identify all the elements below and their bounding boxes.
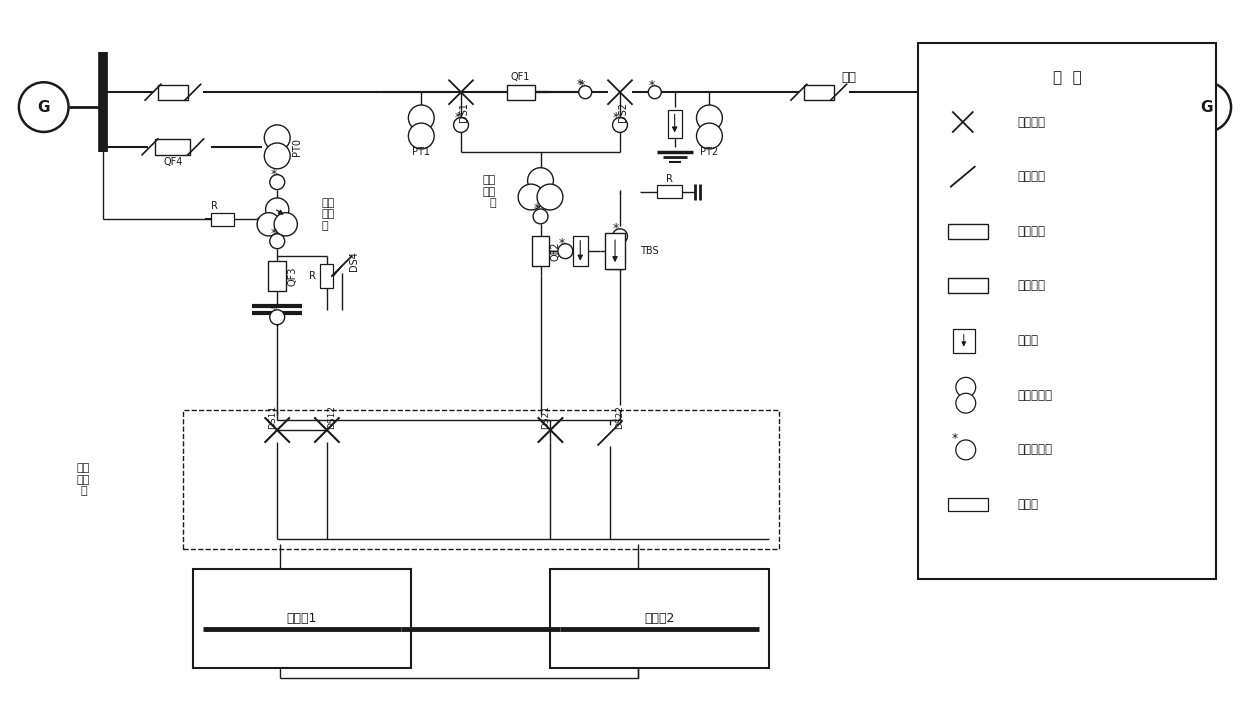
- Text: 刀闸合位: 刀闸合位: [1018, 115, 1045, 129]
- Text: PT1: PT1: [412, 146, 430, 157]
- Text: DS4: DS4: [348, 251, 358, 271]
- Bar: [605, 233, 625, 269]
- Bar: [667, 110, 682, 138]
- Text: R: R: [211, 201, 217, 211]
- Bar: [268, 261, 286, 291]
- Text: 图  例: 图 例: [1053, 70, 1081, 85]
- Text: 避雷器: 避雷器: [1018, 334, 1038, 347]
- Text: *: *: [558, 237, 564, 250]
- Circle shape: [956, 440, 976, 460]
- Circle shape: [270, 310, 285, 325]
- Text: 电阻器: 电阻器: [1018, 498, 1038, 511]
- Circle shape: [454, 117, 469, 132]
- Circle shape: [518, 184, 544, 210]
- Circle shape: [270, 175, 285, 190]
- Text: 刀闸
连接
区: 刀闸 连接 区: [77, 463, 91, 496]
- Circle shape: [956, 378, 976, 397]
- Text: DS21: DS21: [541, 405, 551, 429]
- Circle shape: [264, 143, 290, 169]
- Circle shape: [19, 82, 68, 132]
- Circle shape: [537, 184, 563, 210]
- Bar: [947, 224, 987, 239]
- Text: QF1: QF1: [511, 73, 531, 82]
- Circle shape: [697, 123, 723, 149]
- Text: *: *: [533, 203, 539, 215]
- Circle shape: [579, 86, 591, 99]
- Bar: [532, 236, 549, 266]
- Bar: [551, 569, 769, 668]
- Text: DS11: DS11: [268, 405, 277, 429]
- Text: 并联
变压
器: 并联 变压 器: [322, 198, 335, 231]
- Text: QF4: QF4: [164, 156, 182, 167]
- Circle shape: [649, 86, 661, 99]
- Text: *: *: [952, 432, 959, 446]
- Bar: [155, 139, 190, 155]
- Circle shape: [274, 213, 298, 236]
- Text: R: R: [666, 173, 673, 183]
- Text: 线路: 线路: [841, 71, 856, 84]
- Bar: [804, 85, 833, 100]
- Circle shape: [265, 198, 289, 221]
- Text: PT0: PT0: [293, 138, 303, 156]
- Circle shape: [1182, 82, 1231, 132]
- Text: *: *: [454, 111, 460, 124]
- Text: *: *: [270, 228, 277, 240]
- Text: G: G: [1200, 100, 1213, 114]
- Text: *: *: [613, 111, 620, 124]
- Circle shape: [533, 209, 548, 224]
- Text: 换流阀1: 换流阀1: [286, 612, 317, 625]
- Text: R: R: [309, 271, 315, 281]
- Text: DS2: DS2: [618, 102, 627, 122]
- Text: 刀闸分位: 刀闸分位: [1018, 170, 1045, 183]
- Text: DS1: DS1: [459, 102, 469, 122]
- Text: *: *: [579, 79, 585, 92]
- Text: 串联
变压
器: 串联 变压 器: [482, 175, 496, 208]
- Circle shape: [558, 244, 573, 259]
- Bar: [947, 498, 987, 511]
- Text: *: *: [613, 223, 620, 235]
- Bar: [182, 410, 779, 550]
- Text: *: *: [270, 304, 277, 316]
- Bar: [157, 85, 187, 100]
- Bar: [192, 569, 412, 668]
- Bar: [211, 213, 234, 226]
- Bar: [952, 328, 975, 353]
- Circle shape: [697, 105, 723, 131]
- Circle shape: [408, 105, 434, 131]
- Text: *: *: [270, 169, 277, 181]
- Text: QF2: QF2: [551, 242, 560, 261]
- Text: *: *: [577, 77, 583, 91]
- Text: DS22: DS22: [615, 405, 625, 429]
- Circle shape: [613, 229, 627, 244]
- Text: 换流阀2: 换流阀2: [645, 612, 675, 625]
- Text: 电压互感器: 电压互感器: [1018, 389, 1053, 402]
- Bar: [573, 236, 588, 266]
- Circle shape: [527, 168, 553, 193]
- Circle shape: [408, 123, 434, 149]
- Circle shape: [613, 117, 627, 132]
- Text: QF3: QF3: [288, 267, 298, 286]
- Text: 开关合位: 开关合位: [1018, 225, 1045, 237]
- Text: DS12: DS12: [327, 405, 336, 429]
- Text: *: *: [649, 79, 655, 92]
- Text: TBS: TBS: [640, 246, 658, 256]
- Bar: [918, 43, 1216, 579]
- Circle shape: [270, 234, 285, 249]
- Circle shape: [956, 393, 976, 413]
- Text: G: G: [37, 100, 50, 114]
- Text: 电流互感器: 电流互感器: [1018, 444, 1053, 456]
- Text: 开关分位: 开关分位: [1018, 279, 1045, 292]
- Circle shape: [264, 125, 290, 151]
- Bar: [657, 185, 682, 198]
- Bar: [320, 264, 334, 289]
- Bar: [947, 279, 987, 294]
- Circle shape: [257, 213, 280, 236]
- Bar: [507, 85, 534, 100]
- Text: PT2: PT2: [701, 146, 718, 157]
